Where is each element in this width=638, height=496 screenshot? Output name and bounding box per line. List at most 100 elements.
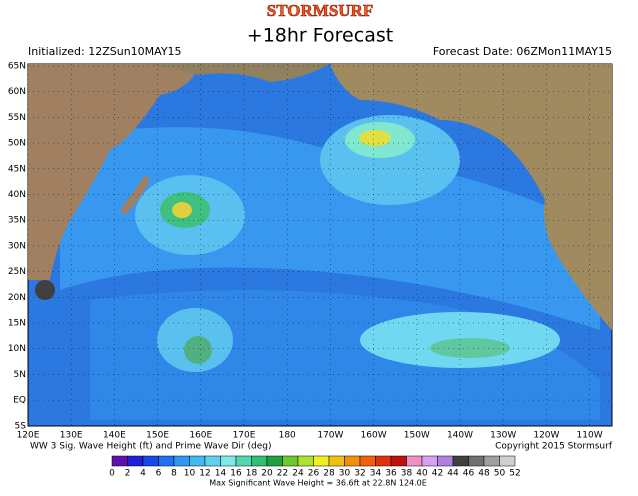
lat-label: 60N [8, 87, 26, 97]
lon-label: 140W [447, 431, 473, 441]
colorbar-swatch [220, 455, 237, 467]
lat-label: 5S [15, 421, 27, 431]
lat-label: 50N [8, 139, 26, 149]
colorbar-label: 8 [171, 469, 177, 479]
colorbar-swatch [390, 455, 407, 467]
title: +18hr Forecast [247, 25, 393, 47]
storm-center [35, 280, 55, 300]
map [27, 63, 613, 427]
colorbar-swatch [158, 455, 175, 467]
colorbar-swatch [266, 455, 283, 467]
colorbar-label: 20 [261, 469, 273, 479]
lat-label: 25N [8, 267, 26, 277]
colorbar-label: 2 [125, 469, 131, 479]
lon-label: 170E [233, 431, 256, 441]
lat-label: 65N [8, 62, 26, 72]
colorbar-swatch [359, 455, 376, 467]
colorbar-label: 18 [246, 469, 258, 479]
colorbar-label: 52 [509, 469, 520, 479]
storm [359, 130, 391, 146]
colorbar-swatch [173, 455, 190, 467]
storm [184, 336, 212, 364]
lon-label: 130W [490, 431, 516, 441]
colorbar-label: 14 [215, 469, 227, 479]
lon-label: 120E [17, 431, 40, 441]
colorbar-label: 34 [370, 469, 382, 479]
colorbar-label: 28 [323, 469, 335, 479]
asia [28, 64, 200, 280]
lat-label: 15N [8, 319, 26, 329]
product: WW 3 Sig. Wave Height (ft) and Prime Wav… [30, 442, 271, 452]
colorbar-label: 6 [156, 469, 162, 479]
colorbar-swatch [282, 455, 299, 467]
colorbar-label: 16 [230, 469, 242, 479]
lon-label: 110W [577, 431, 603, 441]
colorbar-label: 36 [385, 469, 397, 479]
north-america [330, 64, 612, 330]
lat-label: 45N [8, 164, 26, 174]
colorbar-swatch [375, 455, 392, 467]
forecast-date: Forecast Date: 06ZMon11MAY15 [433, 45, 612, 58]
colorbar-label: 26 [308, 469, 320, 479]
japan [120, 175, 150, 215]
colorbar-swatch [328, 455, 345, 467]
lon-label: 150E [146, 431, 169, 441]
colorbar-swatch [483, 455, 500, 467]
colorbar-swatch [204, 455, 221, 467]
colorbar-label: 12 [199, 469, 210, 479]
lat-label: 20N [8, 293, 26, 303]
colorbar-swatch [297, 455, 314, 467]
colorbar-swatch [111, 455, 128, 467]
colorbar-swatch [313, 455, 330, 467]
colorbar-swatch [142, 455, 159, 467]
lon-label: 140E [103, 431, 126, 441]
colorbar-label: 22 [277, 469, 288, 479]
lon-label: 130E [60, 431, 83, 441]
colorbar-label: 44 [447, 469, 459, 479]
colorbar-swatch [468, 455, 485, 467]
colorbar-swatch [235, 455, 252, 467]
colorbar-label: 50 [494, 469, 506, 479]
colorbar-label: 38 [401, 469, 413, 479]
colorbar-swatch [437, 455, 454, 467]
lon-label: 180 [279, 431, 296, 441]
swell [430, 338, 510, 358]
max-note: Max Significant Wave Height = 36.6ft at … [209, 479, 427, 488]
colorbar-swatch [499, 455, 516, 467]
siberia [150, 64, 330, 82]
colorbar-swatch [344, 455, 361, 467]
colorbar-swatch [406, 455, 423, 467]
lat-label: 40N [8, 190, 26, 200]
colorbar-label: 10 [184, 469, 196, 479]
lat-label: 10N [8, 344, 26, 354]
colorbar-label: 4 [140, 469, 146, 479]
lat-label: 35N [8, 216, 26, 226]
colorbar-label: 24 [292, 469, 304, 479]
colorbar-label: 32 [354, 469, 365, 479]
lat-label: EQ [13, 396, 26, 406]
logo: STORMSURF [267, 1, 373, 20]
colorbar-label: 40 [416, 469, 428, 479]
colorbar-swatch [189, 455, 206, 467]
copyright: Copyright 2015 Stormsurf [495, 442, 613, 452]
colorbar-swatch [127, 455, 144, 467]
lat-label: 55N [8, 113, 26, 123]
lon-label: 170W [317, 431, 343, 441]
colorbar-label: 0 [109, 469, 115, 479]
lon-label: 160W [361, 431, 387, 441]
storm [172, 202, 192, 218]
colorbar-label: 30 [339, 469, 351, 479]
initialized: Initialized: 12ZSun10MAY15 [28, 45, 182, 58]
colorbar-swatch [421, 455, 438, 467]
colorbar-label: 42 [432, 469, 443, 479]
colorbar-swatch [251, 455, 268, 467]
colorbar-swatch [452, 455, 469, 467]
lat-label: 5N [14, 370, 26, 380]
colorbar-label: 46 [463, 469, 475, 479]
lon-label: 160E [189, 431, 212, 441]
lon-label: 150W [404, 431, 430, 441]
lat-label: 30N [8, 241, 26, 251]
colorbar-label: 48 [478, 469, 490, 479]
lon-label: 120W [533, 431, 559, 441]
